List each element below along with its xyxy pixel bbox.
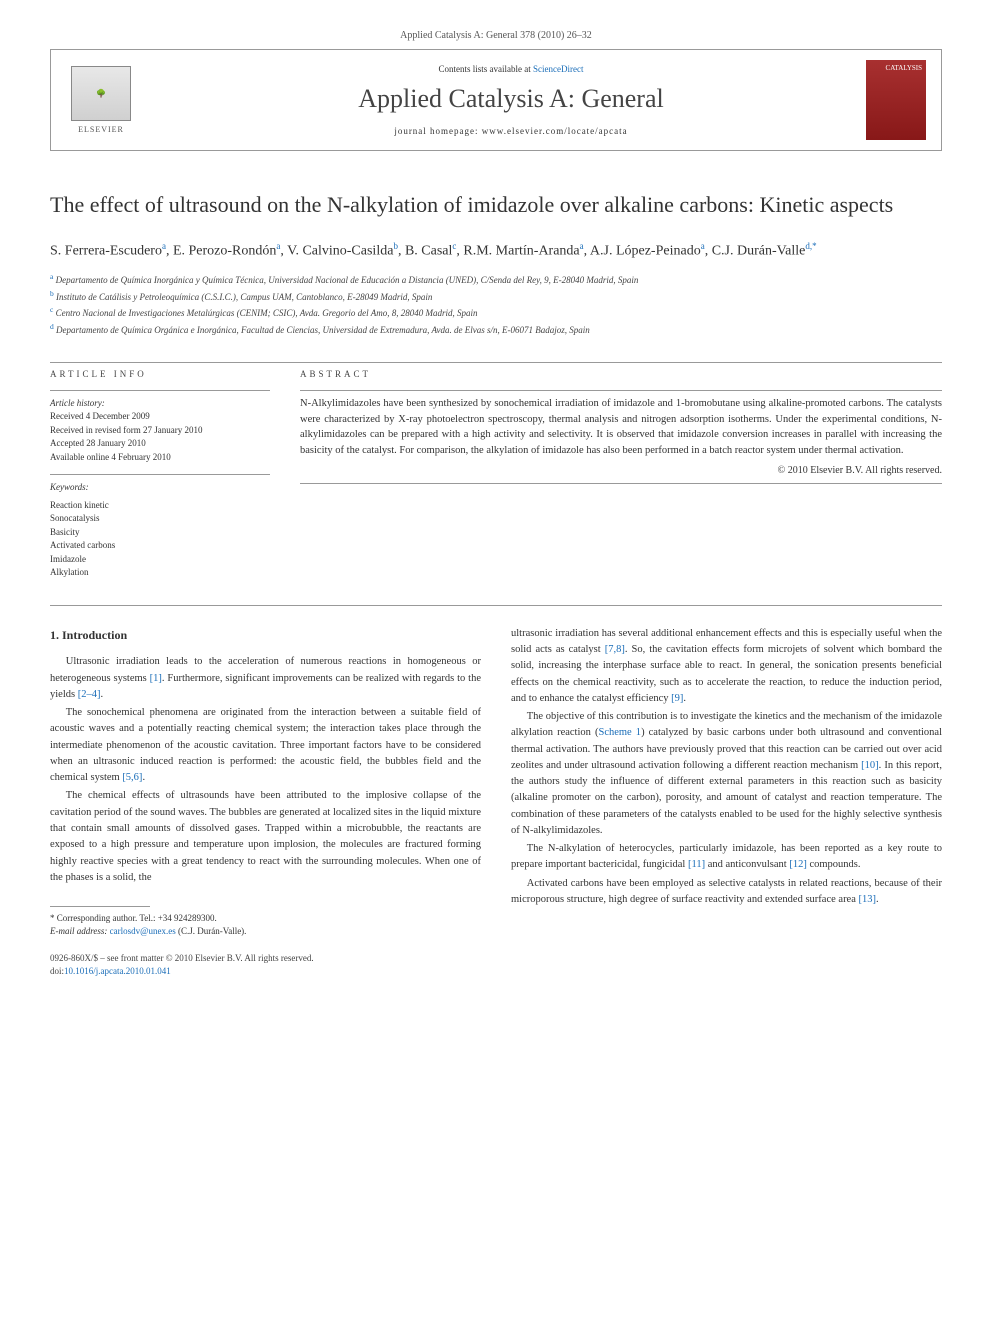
abstract-copyright: © 2010 Elsevier B.V. All rights reserved… xyxy=(300,463,942,478)
journal-header-box: 🌳 ELSEVIER Contents lists available at S… xyxy=(50,49,942,151)
right-paragraphs: ultrasonic irradiation has several addit… xyxy=(511,626,942,909)
contents-prefix: Contents lists available at xyxy=(439,64,533,74)
keyword-item: Sonocatalysis xyxy=(50,512,270,526)
keyword-item: Basicity xyxy=(50,526,270,540)
header-center: Contents lists available at ScienceDirec… xyxy=(156,64,866,136)
history-list: Received 4 December 2009Received in revi… xyxy=(50,410,270,464)
body-paragraph: The chemical effects of ultrasounds have… xyxy=(50,788,481,886)
keywords-label: Keywords: xyxy=(50,481,270,495)
contents-available-line: Contents lists available at ScienceDirec… xyxy=(156,64,866,74)
affiliation-line: a Departamento de Química Inorgánica y Q… xyxy=(50,271,942,288)
email-link[interactable]: carlosdv@unex.es xyxy=(110,926,176,936)
body-paragraph: The objective of this contribution is to… xyxy=(511,709,942,839)
footnotes: * Corresponding author. Tel.: +34 924289… xyxy=(50,912,481,937)
keyword-item: Imidazole xyxy=(50,553,270,567)
info-abstract-row: ARTICLE INFO Article history: Received 4… xyxy=(50,368,942,580)
corresponding-author: * Corresponding author. Tel.: +34 924289… xyxy=(50,912,481,925)
divider xyxy=(50,390,270,391)
abstract-col: ABSTRACT N-Alkylimidazoles have been syn… xyxy=(300,368,942,580)
keyword-item: Activated carbons xyxy=(50,539,270,553)
right-column: ultrasonic irradiation has several addit… xyxy=(511,626,942,978)
body-paragraph: Ultrasonic irradiation leads to the acce… xyxy=(50,654,481,703)
affiliation-list: a Departamento de Química Inorgánica y Q… xyxy=(50,271,942,337)
left-column: 1. Introduction Ultrasonic irradiation l… xyxy=(50,626,481,978)
history-line: Received in revised form 27 January 2010 xyxy=(50,424,270,438)
divider xyxy=(50,605,942,606)
divider xyxy=(300,483,942,484)
journal-name: Applied Catalysis A: General xyxy=(156,84,866,114)
elsevier-label: ELSEVIER xyxy=(78,125,124,134)
keyword-item: Reaction kinetic xyxy=(50,499,270,513)
email-suffix: (C.J. Durán-Valle). xyxy=(176,926,247,936)
doi-link[interactable]: 10.1016/j.apcata.2010.01.041 xyxy=(64,966,171,976)
abstract-text: N-Alkylimidazoles have been synthesized … xyxy=(300,396,942,459)
body-paragraph: The sonochemical phenomena are originate… xyxy=(50,705,481,786)
body-paragraph: Activated carbons have been employed as … xyxy=(511,876,942,909)
body-paragraph: The N-alkylation of heterocycles, partic… xyxy=(511,841,942,874)
journal-homepage: journal homepage: www.elsevier.com/locat… xyxy=(156,126,866,136)
divider xyxy=(300,390,942,391)
doi-line: doi:10.1016/j.apcata.2010.01.041 xyxy=(50,965,481,978)
left-paragraphs: Ultrasonic irradiation leads to the acce… xyxy=(50,654,481,886)
affiliation-line: b Instituto de Catálisis y Petroleoquími… xyxy=(50,288,942,305)
homepage-prefix: journal homepage: xyxy=(394,126,481,136)
doi-label: doi: xyxy=(50,966,64,976)
article-title: The effect of ultrasound on the N-alkyla… xyxy=(50,191,942,220)
citation-line: Applied Catalysis A: General 378 (2010) … xyxy=(50,30,942,41)
keyword-item: Alkylation xyxy=(50,566,270,580)
article-info-label: ARTICLE INFO xyxy=(50,368,270,382)
introduction-heading: 1. Introduction xyxy=(50,626,481,645)
history-line: Accepted 28 January 2010 xyxy=(50,437,270,451)
elsevier-logo: 🌳 ELSEVIER xyxy=(66,60,136,140)
footer-meta: 0926-860X/$ – see front matter © 2010 El… xyxy=(50,952,481,977)
email-label: E-mail address: xyxy=(50,926,110,936)
article-info-col: ARTICLE INFO Article history: Received 4… xyxy=(50,368,270,580)
divider xyxy=(50,362,942,363)
main-two-column: 1. Introduction Ultrasonic irradiation l… xyxy=(50,626,942,978)
cover-text: CATALYSIS xyxy=(886,64,922,72)
affiliation-line: c Centro Nacional de Investigaciones Met… xyxy=(50,304,942,321)
email-line: E-mail address: carlosdv@unex.es (C.J. D… xyxy=(50,925,481,938)
elsevier-tree-icon: 🌳 xyxy=(71,66,131,121)
homepage-url: www.elsevier.com/locate/apcata xyxy=(482,126,628,136)
sciencedirect-link[interactable]: ScienceDirect xyxy=(533,64,583,74)
issn-line: 0926-860X/$ – see front matter © 2010 El… xyxy=(50,952,481,965)
body-paragraph: ultrasonic irradiation has several addit… xyxy=(511,626,942,707)
abstract-label: ABSTRACT xyxy=(300,368,942,382)
journal-cover-thumbnail: CATALYSIS xyxy=(866,60,926,140)
history-line: Received 4 December 2009 xyxy=(50,410,270,424)
author-list: S. Ferrera-Escuderoa, E. Perozo-Rondóna,… xyxy=(50,240,942,262)
history-line: Available online 4 February 2010 xyxy=(50,451,270,465)
affiliation-line: d Departamento de Química Orgánica e Ino… xyxy=(50,321,942,338)
history-label: Article history: xyxy=(50,397,270,411)
footnote-separator xyxy=(50,906,150,907)
divider xyxy=(50,474,270,475)
keywords-list: Reaction kineticSonocatalysisBasicityAct… xyxy=(50,499,270,580)
